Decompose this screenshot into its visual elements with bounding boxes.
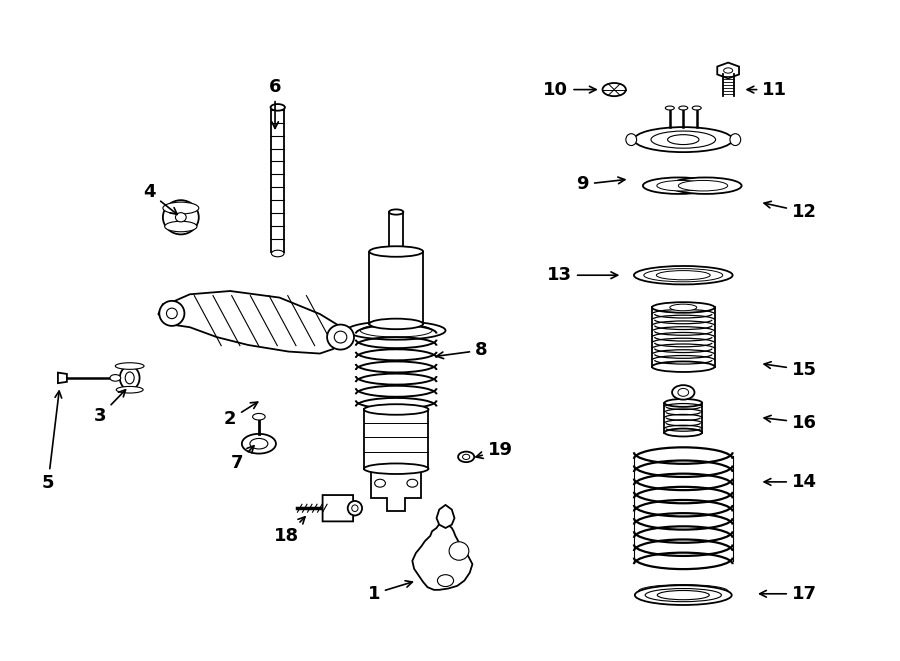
Ellipse shape (120, 366, 140, 390)
Ellipse shape (369, 247, 423, 256)
Ellipse shape (327, 325, 354, 350)
Ellipse shape (634, 127, 733, 152)
Text: 5: 5 (41, 391, 62, 492)
Ellipse shape (352, 505, 358, 512)
Text: 10: 10 (544, 81, 596, 98)
Ellipse shape (664, 399, 702, 407)
Ellipse shape (115, 363, 144, 369)
Text: 12: 12 (764, 202, 817, 221)
Ellipse shape (672, 385, 695, 400)
Ellipse shape (374, 479, 385, 487)
Ellipse shape (664, 428, 702, 436)
Ellipse shape (163, 200, 199, 235)
Ellipse shape (253, 413, 266, 420)
Ellipse shape (644, 268, 723, 282)
Ellipse shape (364, 463, 428, 474)
Ellipse shape (652, 302, 715, 313)
Polygon shape (322, 495, 360, 522)
Ellipse shape (692, 106, 701, 110)
Ellipse shape (730, 134, 741, 145)
Ellipse shape (679, 180, 728, 191)
Ellipse shape (652, 362, 715, 372)
Text: 9: 9 (577, 175, 625, 194)
Ellipse shape (250, 438, 268, 449)
Ellipse shape (271, 104, 285, 110)
Text: 6: 6 (269, 78, 282, 128)
Text: 16: 16 (764, 414, 817, 432)
Ellipse shape (242, 434, 276, 453)
Ellipse shape (670, 177, 742, 194)
Text: 11: 11 (747, 81, 788, 98)
Polygon shape (717, 63, 739, 79)
Text: 4: 4 (143, 183, 177, 214)
Ellipse shape (116, 387, 143, 393)
Ellipse shape (389, 210, 403, 215)
Text: 13: 13 (547, 266, 617, 284)
Ellipse shape (347, 501, 362, 516)
Ellipse shape (645, 588, 722, 602)
Ellipse shape (360, 324, 432, 337)
Ellipse shape (724, 68, 733, 73)
Ellipse shape (668, 135, 699, 145)
Text: 3: 3 (94, 390, 126, 425)
Ellipse shape (272, 251, 284, 256)
Ellipse shape (159, 301, 184, 326)
Text: 7: 7 (231, 446, 254, 473)
Text: 1: 1 (367, 581, 412, 603)
Ellipse shape (463, 454, 470, 459)
Ellipse shape (389, 249, 403, 254)
Text: 14: 14 (764, 473, 817, 491)
Ellipse shape (163, 202, 199, 214)
Ellipse shape (176, 213, 186, 222)
Ellipse shape (165, 221, 197, 232)
Polygon shape (158, 291, 346, 354)
Ellipse shape (334, 331, 346, 343)
Ellipse shape (458, 451, 474, 462)
Ellipse shape (665, 106, 674, 110)
Ellipse shape (634, 266, 733, 284)
Ellipse shape (651, 131, 716, 148)
Ellipse shape (679, 106, 688, 110)
Ellipse shape (437, 574, 454, 586)
Polygon shape (412, 523, 472, 590)
Ellipse shape (110, 375, 121, 381)
Ellipse shape (657, 590, 709, 600)
Ellipse shape (166, 308, 177, 319)
Text: 8: 8 (436, 341, 488, 359)
Polygon shape (372, 469, 421, 511)
Text: 18: 18 (274, 517, 305, 545)
Ellipse shape (626, 134, 636, 145)
Polygon shape (436, 505, 454, 528)
Ellipse shape (670, 304, 697, 311)
Text: 2: 2 (224, 402, 257, 428)
Text: 19: 19 (476, 442, 513, 459)
Ellipse shape (369, 319, 423, 329)
Ellipse shape (364, 405, 428, 414)
Ellipse shape (602, 83, 626, 96)
Ellipse shape (656, 270, 710, 280)
Ellipse shape (678, 389, 688, 397)
Ellipse shape (407, 479, 418, 487)
Ellipse shape (643, 177, 715, 194)
Ellipse shape (634, 585, 732, 605)
Polygon shape (58, 373, 67, 383)
Text: 15: 15 (764, 361, 817, 379)
Text: 17: 17 (760, 585, 817, 603)
Ellipse shape (449, 542, 469, 561)
Ellipse shape (346, 321, 446, 340)
Ellipse shape (657, 180, 706, 191)
Ellipse shape (125, 372, 134, 384)
